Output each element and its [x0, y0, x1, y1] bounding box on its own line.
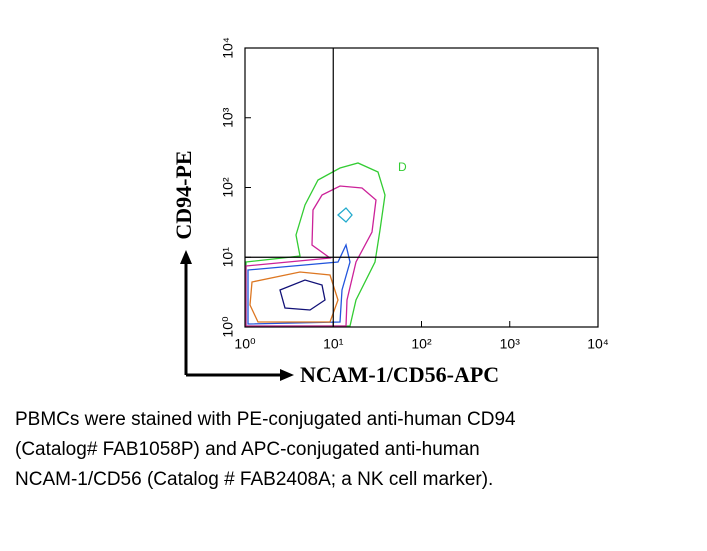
- y-axis-label: CD94-PE: [171, 150, 196, 239]
- contour-navy: [279, 279, 326, 311]
- caption-line: (Catalog# FAB1058P) and APC-conjugated a…: [15, 439, 480, 460]
- caption-line: PBMCs were stained with PE-conjugated an…: [15, 409, 516, 430]
- y-tick-label: 10³: [220, 107, 236, 128]
- contour-cyan: [337, 207, 353, 223]
- contours: [245, 162, 386, 327]
- y-tick-label: 10¹: [220, 247, 236, 268]
- axis-arrows: [180, 250, 294, 381]
- contour-orange: [249, 271, 339, 323]
- x-tick-label: 10³: [500, 336, 521, 352]
- x-tick-label: 10¹: [323, 336, 344, 352]
- x-tick-label: 10²: [411, 336, 432, 352]
- caption-line: NCAM-1/CD56 (Catalog # FAB2408A; a NK ce…: [15, 469, 493, 490]
- contour-magenta: [245, 185, 377, 327]
- plot-frame: [244, 47, 599, 328]
- annotation: D: [398, 160, 407, 174]
- y-tick-label: 10²: [220, 177, 236, 198]
- contour-blue: [247, 243, 351, 325]
- y-tick-label: 10⁰: [220, 316, 236, 338]
- y-tick-label: 10⁴: [220, 37, 236, 59]
- x-tick-label: 10⁴: [587, 336, 609, 352]
- contour-green: [245, 162, 386, 327]
- x-axis-label: NCAM-1/CD56-APC: [300, 362, 499, 387]
- x-tick-label: 10⁰: [234, 336, 256, 352]
